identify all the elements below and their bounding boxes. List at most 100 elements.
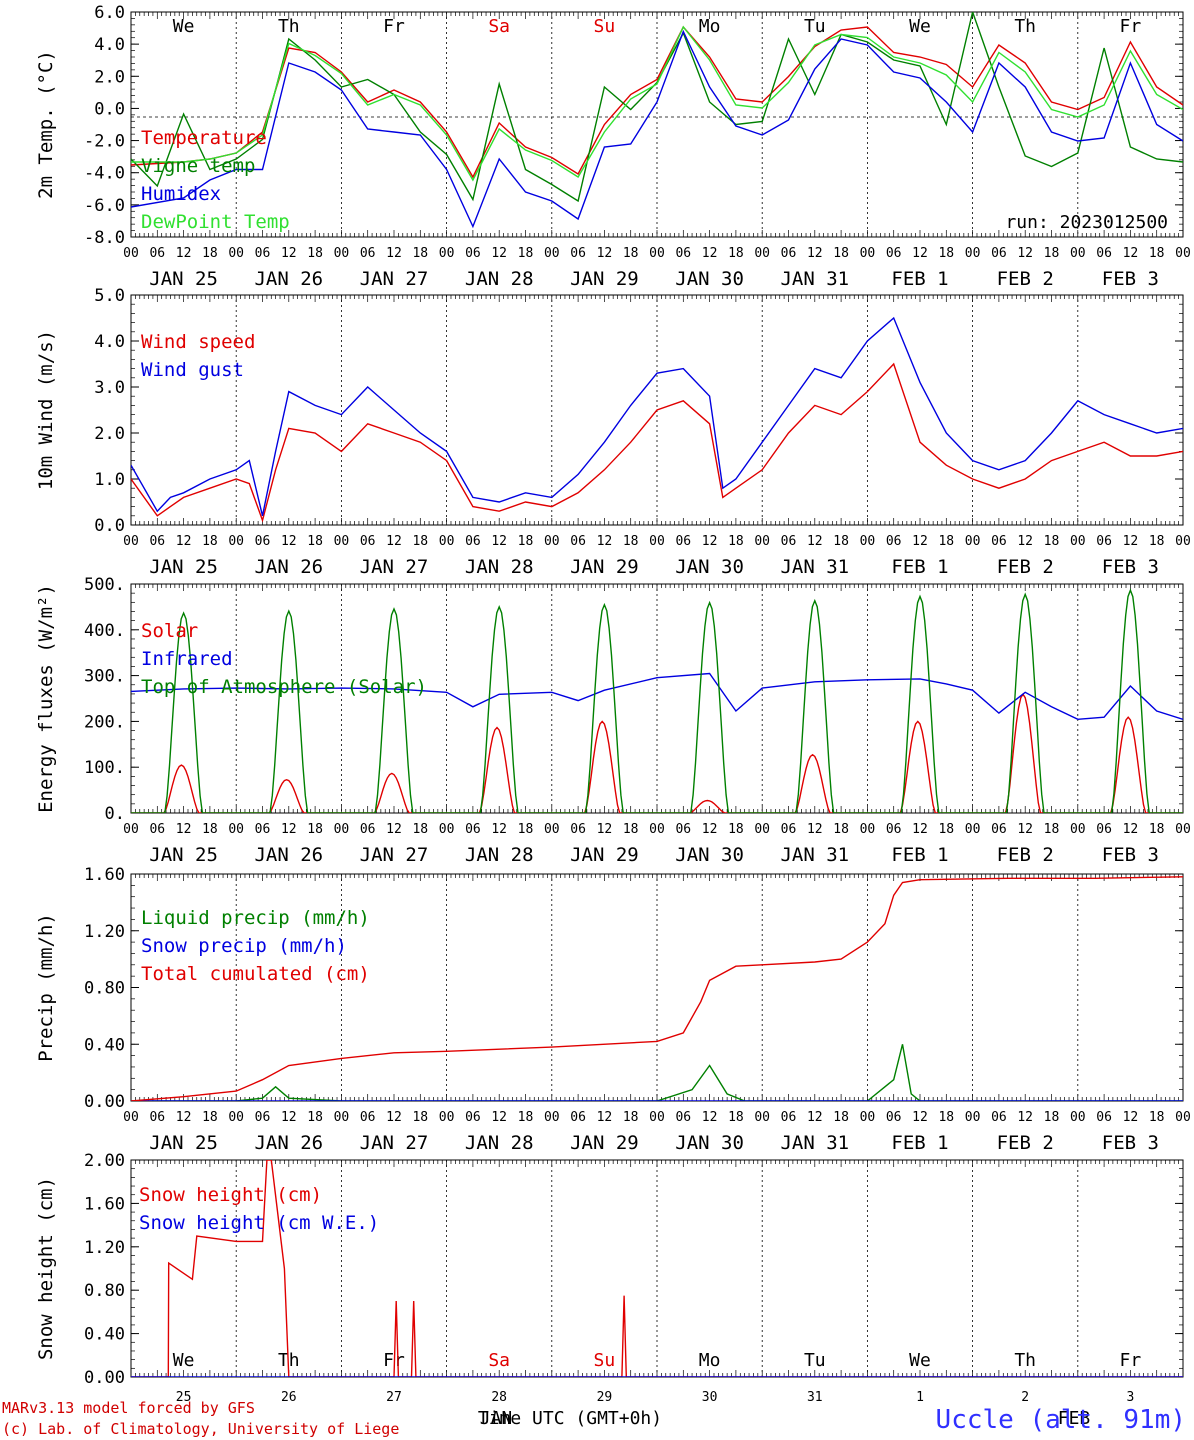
hour-tick-label: 18 bbox=[518, 534, 534, 549]
y-tick-label: 1.0 bbox=[94, 470, 125, 490]
date-label: FEB 3 bbox=[1102, 556, 1159, 578]
date-label: JAN 26 bbox=[254, 844, 323, 866]
hour-tick-label: 00 bbox=[228, 534, 244, 549]
date-label: FEB 3 bbox=[1102, 268, 1159, 290]
hour-tick-label: 12 bbox=[912, 246, 928, 261]
legend-liquid-precip: Liquid precip (mm/h) bbox=[141, 907, 370, 929]
hour-tick-label: 06 bbox=[991, 822, 1007, 837]
day-number-label: 2 bbox=[1021, 1390, 1029, 1405]
hour-tick-label: 00 bbox=[754, 822, 770, 837]
y-axis-label: 10m Wind (m/s) bbox=[35, 330, 57, 490]
hour-tick-label: 18 bbox=[833, 822, 849, 837]
hour-tick-label: 18 bbox=[412, 822, 428, 837]
hour-tick-label: 18 bbox=[412, 1110, 428, 1125]
date-label: JAN 29 bbox=[570, 268, 639, 290]
date-label: JAN 28 bbox=[465, 556, 534, 578]
date-label: JAN 30 bbox=[675, 268, 744, 290]
hour-tick-label: 18 bbox=[938, 534, 954, 549]
hour-tick-label: 06 bbox=[149, 246, 165, 261]
date-label: FEB 2 bbox=[997, 1132, 1054, 1154]
y-tick-label: 6.0 bbox=[94, 3, 125, 23]
hour-tick-label: 12 bbox=[176, 246, 192, 261]
hour-tick-label: 06 bbox=[1096, 1110, 1112, 1125]
y-tick-label: 0.00 bbox=[84, 1368, 125, 1388]
hour-tick-label: 12 bbox=[386, 822, 402, 837]
hour-tick-label: 00 bbox=[754, 534, 770, 549]
hour-tick-label: 00 bbox=[228, 822, 244, 837]
hour-tick-label: 00 bbox=[860, 1110, 876, 1125]
hour-tick-label: 18 bbox=[728, 822, 744, 837]
hour-tick-label: 06 bbox=[149, 822, 165, 837]
day-number-label: 30 bbox=[702, 1390, 718, 1405]
hour-tick-label: 00 bbox=[439, 1110, 455, 1125]
weekday-label: Tu bbox=[804, 1350, 826, 1371]
hour-tick-label: 06 bbox=[886, 1110, 902, 1125]
hour-tick-label: 12 bbox=[597, 1110, 613, 1125]
hour-tick-label: 06 bbox=[781, 534, 797, 549]
energy-legend: Solar Infrared Top of Atmosphere (Solar) bbox=[141, 620, 427, 698]
date-label: JAN 28 bbox=[465, 1132, 534, 1154]
panel-temperature: -8.0 -6.0 -4.0 -2.0 0.0 2.0 4.0 6.0 2m Temp. (°C… bbox=[35, 3, 1191, 290]
wind-legend: Wind speed Wind gust bbox=[141, 331, 255, 381]
date-label: FEB 2 bbox=[997, 844, 1054, 866]
y-tick-label: 2.0 bbox=[94, 424, 125, 444]
y-tick-label: 400. bbox=[84, 621, 125, 641]
hour-tick-label: 18 bbox=[1044, 246, 1060, 261]
hour-tick-label: 06 bbox=[360, 534, 376, 549]
hour-tick-label: 12 bbox=[1017, 534, 1033, 549]
hour-tick-label: 18 bbox=[938, 1110, 954, 1125]
date-label: JAN 25 bbox=[149, 556, 218, 578]
hour-tick-label: 06 bbox=[991, 1110, 1007, 1125]
hour-tick-label: 18 bbox=[518, 1110, 534, 1125]
hour-tick-label: 18 bbox=[1149, 822, 1165, 837]
series-line bbox=[131, 672, 1183, 721]
hour-tick-label: 12 bbox=[281, 1110, 297, 1125]
date-label: JAN 29 bbox=[570, 844, 639, 866]
hour-tick-label: 12 bbox=[702, 534, 718, 549]
y-tick-label: 0.40 bbox=[84, 1035, 125, 1055]
series-line bbox=[131, 362, 1183, 523]
precip-legend: Liquid precip (mm/h) Snow precip (mm/h) … bbox=[141, 907, 370, 985]
hour-tick-label: 06 bbox=[886, 246, 902, 261]
date-label: JAN 28 bbox=[465, 844, 534, 866]
y-tick-label: 300. bbox=[84, 667, 125, 687]
hour-tick-label: 06 bbox=[360, 246, 376, 261]
hour-tick-label: 18 bbox=[623, 822, 639, 837]
hour-tick-label: 12 bbox=[1123, 1110, 1139, 1125]
y-tick-label: 1.60 bbox=[84, 865, 125, 885]
hour-tick-label: 12 bbox=[807, 822, 823, 837]
hour-tick-label: 18 bbox=[1149, 1110, 1165, 1125]
temperature-legend: Temperature Vigne temp Humidex DewPoint … bbox=[141, 127, 1168, 233]
hour-tick-label: 12 bbox=[807, 246, 823, 261]
weekday-label: Su bbox=[594, 16, 616, 37]
y-tick-label: 1.20 bbox=[84, 1238, 125, 1258]
y-tick-label: 0.0 bbox=[94, 99, 125, 119]
hour-tick-label: 00 bbox=[1070, 1110, 1086, 1125]
legend-vigne-temp: Vigne temp bbox=[141, 155, 255, 177]
hour-tick-label: 12 bbox=[176, 534, 192, 549]
hour-tick-label: 06 bbox=[991, 534, 1007, 549]
hour-tick-label: 12 bbox=[281, 246, 297, 261]
panel-precip: 0.00 0.40 0.80 1.20 1.60 Precip (mm/h) 00 06 12 1… bbox=[35, 865, 1191, 1154]
date-label: FEB 1 bbox=[891, 556, 948, 578]
date-label: JAN 31 bbox=[780, 1132, 849, 1154]
hour-tick-label: 18 bbox=[1044, 822, 1060, 837]
legend-humidex: Humidex bbox=[141, 183, 221, 205]
hour-tick-label: 18 bbox=[202, 534, 218, 549]
weekday-label: Sa bbox=[488, 1350, 510, 1371]
date-label: FEB 2 bbox=[997, 556, 1054, 578]
series-line bbox=[131, 693, 1183, 813]
hour-tick-label: 18 bbox=[307, 822, 323, 837]
hour-tick-label: 00 bbox=[123, 822, 139, 837]
hour-tick-label: 18 bbox=[623, 246, 639, 261]
hour-tick-label: 18 bbox=[938, 246, 954, 261]
hour-tick-label: 18 bbox=[307, 246, 323, 261]
hour-tick-label: 18 bbox=[938, 822, 954, 837]
date-label: JAN 30 bbox=[675, 1132, 744, 1154]
series-line bbox=[131, 316, 1183, 516]
hour-tick-label: 00 bbox=[334, 1110, 350, 1125]
run-label: run: 2023012500 bbox=[1005, 212, 1168, 233]
hour-tick-label: 00 bbox=[334, 246, 350, 261]
series-line bbox=[131, 876, 1183, 1101]
day-number-label: 29 bbox=[597, 1390, 613, 1405]
